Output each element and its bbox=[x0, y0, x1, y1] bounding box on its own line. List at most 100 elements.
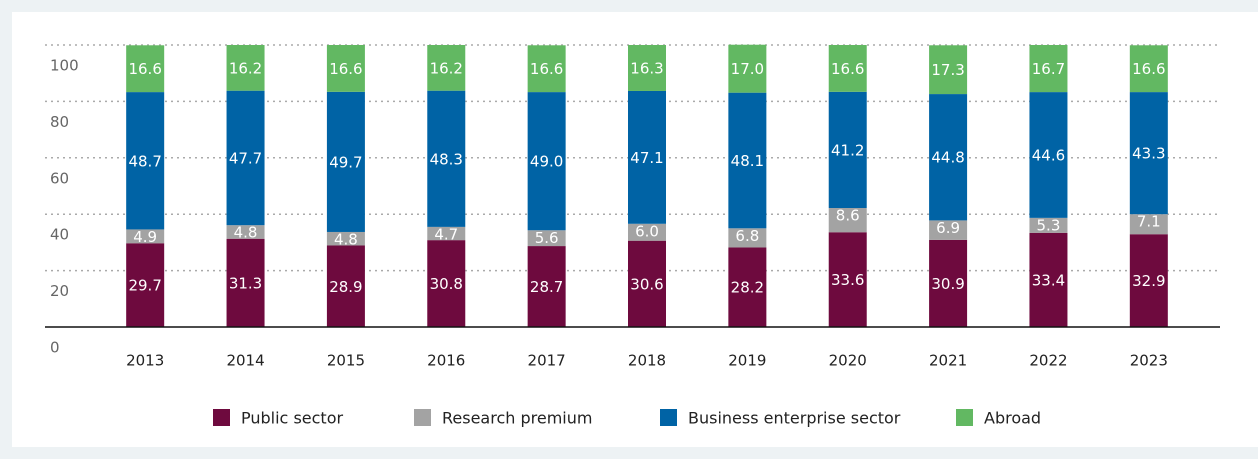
value-label: 7.1 bbox=[1137, 213, 1161, 231]
value-label: 47.1 bbox=[630, 149, 663, 167]
value-label: 32.9 bbox=[1132, 272, 1165, 290]
x-tick-label: 2022 bbox=[1029, 352, 1067, 370]
bar-segment bbox=[728, 228, 767, 248]
value-label: 28.9 bbox=[329, 278, 362, 296]
y-tick-label: 100 bbox=[50, 57, 79, 75]
value-label: 6.0 bbox=[635, 222, 659, 240]
value-label: 43.3 bbox=[1132, 145, 1165, 163]
bar-segment bbox=[628, 45, 666, 91]
bar-segment bbox=[628, 223, 666, 241]
value-label: 44.8 bbox=[931, 149, 964, 167]
value-label: 49.7 bbox=[329, 153, 362, 171]
bar-segment bbox=[427, 45, 466, 91]
bar-segment bbox=[728, 247, 767, 327]
bar-segment bbox=[527, 246, 566, 327]
bar-segment bbox=[326, 45, 365, 92]
value-label: 44.6 bbox=[1032, 146, 1065, 164]
bar-segment bbox=[527, 92, 566, 231]
y-tick-label: 40 bbox=[50, 226, 69, 244]
legend-label: Public sector bbox=[241, 409, 343, 428]
bar-segment bbox=[1029, 92, 1068, 218]
legend-swatch bbox=[213, 409, 230, 426]
x-tick-label: 2019 bbox=[728, 352, 766, 370]
value-label: 33.4 bbox=[1032, 271, 1065, 289]
bar-segment bbox=[929, 220, 968, 240]
value-label: 29.7 bbox=[128, 277, 161, 295]
x-tick-label: 2023 bbox=[1130, 352, 1168, 370]
bar-segment bbox=[1129, 92, 1168, 215]
bar-segment bbox=[527, 45, 566, 93]
bar-segment bbox=[828, 91, 867, 208]
bar-segment bbox=[1129, 214, 1168, 235]
value-label: 5.6 bbox=[535, 229, 559, 247]
value-label: 28.2 bbox=[731, 279, 764, 297]
value-label: 4.8 bbox=[234, 224, 258, 242]
bar-segment bbox=[326, 245, 365, 327]
bar-segment bbox=[628, 90, 666, 224]
bar-segment bbox=[929, 239, 968, 327]
value-label: 6.9 bbox=[936, 219, 960, 237]
bar-segment bbox=[929, 45, 968, 95]
value-label: 6.8 bbox=[735, 227, 759, 245]
legend-label: Abroad bbox=[984, 409, 1041, 428]
value-label: 16.2 bbox=[430, 59, 463, 77]
x-tick-label: 2018 bbox=[628, 352, 666, 370]
bar-segment bbox=[728, 92, 767, 229]
value-label: 16.6 bbox=[1132, 60, 1165, 78]
value-label: 30.9 bbox=[931, 275, 964, 293]
x-tick-label: 2020 bbox=[829, 352, 867, 370]
value-label: 16.3 bbox=[630, 59, 663, 77]
value-label: 49.0 bbox=[530, 153, 563, 171]
bar-segment bbox=[1029, 45, 1068, 93]
legend-swatch bbox=[956, 409, 973, 426]
bar-segment bbox=[326, 231, 365, 246]
bar-segment bbox=[126, 243, 165, 327]
value-label: 33.6 bbox=[831, 271, 864, 289]
bar-segment bbox=[828, 207, 867, 233]
bar-segment bbox=[226, 90, 265, 226]
value-label: 17.0 bbox=[731, 60, 764, 78]
value-label: 48.3 bbox=[430, 150, 463, 168]
value-label: 4.9 bbox=[133, 228, 157, 246]
value-label: 16.6 bbox=[530, 60, 563, 78]
x-tick-label: 2017 bbox=[528, 352, 566, 370]
value-label: 28.7 bbox=[530, 278, 563, 296]
bar-segment bbox=[628, 240, 666, 327]
bar-segment bbox=[527, 230, 566, 247]
bar-segment bbox=[1129, 234, 1168, 327]
bar-segment bbox=[929, 94, 968, 221]
bar-segment bbox=[1029, 217, 1068, 233]
bar-segment bbox=[126, 92, 165, 230]
bar-segment bbox=[728, 44, 767, 93]
value-label: 30.6 bbox=[630, 275, 663, 293]
value-label: 16.6 bbox=[128, 60, 161, 78]
bar-segment bbox=[1029, 232, 1068, 327]
legend-label: Business enterprise sector bbox=[688, 409, 901, 428]
bar-segment bbox=[828, 45, 867, 92]
bar-segment bbox=[126, 229, 165, 244]
bar-segment bbox=[226, 238, 265, 327]
value-label: 16.2 bbox=[229, 59, 262, 77]
value-label: 31.3 bbox=[229, 274, 262, 292]
x-tick-label: 2015 bbox=[327, 352, 365, 370]
bar-segment bbox=[427, 90, 466, 227]
x-tick-label: 2014 bbox=[226, 352, 264, 370]
y-tick-label: 0 bbox=[50, 339, 60, 357]
value-label: 30.8 bbox=[430, 275, 463, 293]
y-tick-label: 20 bbox=[50, 282, 69, 300]
x-tick-label: 2021 bbox=[929, 352, 967, 370]
bar-segment bbox=[226, 225, 265, 239]
y-tick-label: 80 bbox=[50, 113, 69, 131]
bar-segment bbox=[326, 91, 365, 232]
bar-segment bbox=[427, 240, 466, 327]
value-label: 41.2 bbox=[831, 141, 864, 159]
value-label: 16.6 bbox=[831, 60, 864, 78]
y-tick-label: 60 bbox=[50, 169, 69, 187]
legend-swatch bbox=[660, 409, 677, 426]
value-label: 5.3 bbox=[1037, 216, 1061, 234]
value-label: 48.7 bbox=[128, 152, 161, 170]
value-label: 4.7 bbox=[434, 225, 458, 243]
value-label: 47.7 bbox=[229, 149, 262, 167]
